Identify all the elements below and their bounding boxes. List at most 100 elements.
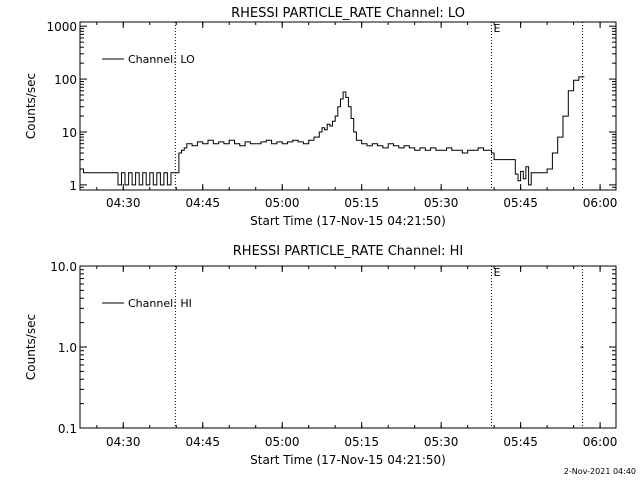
plot-frame: [79, 265, 617, 429]
data-point: [456, 149, 458, 151]
data-point: [467, 149, 469, 151]
data-point: [578, 76, 580, 78]
data-point: [355, 139, 357, 141]
data-point: [451, 149, 453, 151]
data-point: [181, 149, 182, 151]
y-axis-label: Counts/sec: [24, 314, 38, 380]
data-point: [137, 172, 139, 174]
data-point: [138, 184, 140, 186]
chart-panel-1: RHESSI PARTICLE_RATE Channel: LO 04:30 04:…: [24, 6, 617, 228]
data-point: [536, 172, 537, 174]
y-tick-label: 10: [62, 126, 77, 140]
data-point: [552, 152, 553, 154]
data-point: [329, 125, 331, 127]
data-point: [128, 172, 129, 174]
data-point: [477, 147, 479, 149]
x-tick-label: 04:45: [185, 435, 220, 449]
footer-timestamp: 2-Nov-2021 04:40: [564, 467, 636, 476]
data-point: [166, 172, 167, 174]
data-point: [156, 172, 158, 174]
y-tick-label: 0.1: [58, 422, 77, 436]
data-point: [207, 139, 209, 141]
data-point: [169, 184, 171, 186]
data-point: [387, 143, 389, 145]
data-point: [175, 172, 177, 174]
data-point: [255, 143, 257, 145]
data-point: [159, 184, 161, 186]
data-point: [163, 172, 165, 174]
x-tick-label: 05:00: [265, 196, 300, 210]
data-point: [366, 145, 368, 147]
data-point: [546, 168, 548, 170]
data-point: [308, 139, 310, 141]
y-tick-label: 1: [69, 179, 77, 193]
data-point: [340, 98, 341, 100]
chart-title: RHESSI PARTICLE_RATE Channel: HI: [233, 244, 463, 259]
y-tick-label: 1.0: [58, 341, 77, 355]
data-point: [318, 131, 320, 133]
data-point: [440, 149, 442, 151]
data-point: [348, 106, 349, 108]
data-point: [483, 149, 484, 151]
data-point: [361, 143, 363, 145]
data-point: [342, 91, 344, 93]
x-axis-label: Start Time (17-Nov-15 04:21:50): [250, 453, 446, 467]
data-point: [562, 115, 564, 117]
data-point: [135, 172, 137, 174]
data-point: [162, 184, 164, 186]
data-point: [186, 143, 188, 145]
data-point: [260, 141, 262, 143]
data-point: [223, 143, 225, 145]
data-point: [580, 346, 582, 348]
data-point: [212, 143, 214, 145]
data-point: [117, 184, 119, 186]
plot-frame: [79, 21, 617, 191]
data-point: [424, 149, 426, 151]
data-point: [573, 79, 575, 81]
data-point: [414, 149, 416, 151]
data-point: [292, 139, 294, 141]
y-tick-label: 1000: [46, 20, 77, 34]
data-point: [159, 172, 160, 174]
data-point: [178, 152, 180, 154]
data-point: [461, 152, 463, 154]
data-point: [250, 143, 251, 145]
data-point: [297, 141, 299, 143]
x-tick-label: 04:45: [185, 196, 220, 210]
data-point: [509, 159, 511, 161]
data-point: [525, 166, 527, 168]
series-line: [80, 76, 585, 186]
data-point: [124, 184, 126, 186]
data-point: [141, 184, 143, 186]
data-point: [79, 168, 81, 170]
data-point: [557, 136, 559, 138]
data-point: [127, 184, 129, 186]
data-point: [528, 184, 529, 186]
data-point: [350, 118, 352, 119]
data-point: [218, 141, 220, 143]
data-point: [197, 141, 198, 143]
data-point: [173, 172, 175, 174]
y-tick-label: 100: [54, 73, 77, 87]
x-tick-label: 05:30: [424, 435, 459, 449]
time-marker-label: E: [493, 22, 500, 35]
data-point: [123, 172, 125, 174]
time-marker-label: E: [493, 266, 500, 279]
data-point: [271, 143, 273, 145]
data-point: [541, 172, 543, 174]
data-point: [324, 129, 325, 131]
data-point: [191, 145, 193, 147]
data-point: [382, 147, 384, 149]
data-point: [567, 90, 569, 92]
data-point: [332, 120, 333, 122]
y-axis-label: Counts/sec: [24, 73, 38, 139]
data-point: [145, 184, 147, 186]
data-point: [148, 184, 150, 186]
data-point: [491, 152, 492, 154]
data-point: [183, 147, 185, 149]
data-point: [398, 147, 400, 149]
data-point: [265, 139, 267, 141]
data-point: [321, 127, 323, 129]
data-point: [430, 147, 431, 149]
data-point: [403, 145, 405, 147]
